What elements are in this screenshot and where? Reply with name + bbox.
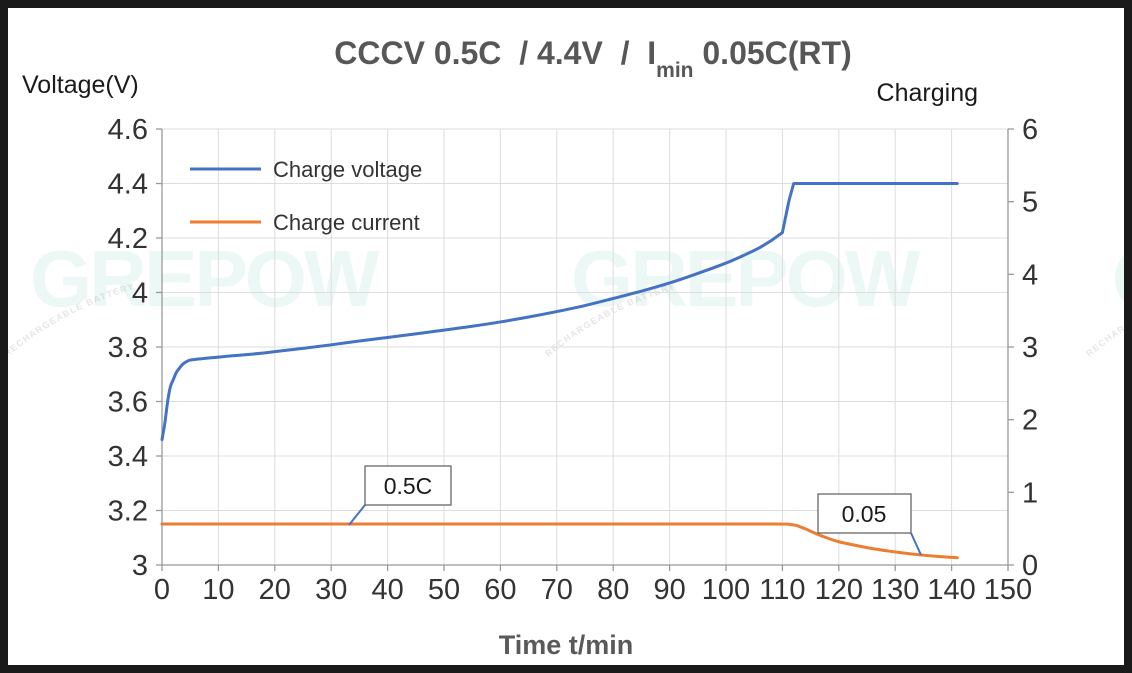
svg-text:Charge voltage: Charge voltage [273,157,422,182]
svg-text:150: 150 [984,574,1032,606]
svg-text:3.4: 3.4 [108,441,148,473]
svg-text:50: 50 [428,574,460,606]
svg-text:3: 3 [132,550,148,582]
svg-text:40: 40 [371,574,403,606]
svg-text:120: 120 [815,574,863,606]
svg-text:10: 10 [202,574,234,606]
svg-text:5: 5 [1022,187,1038,219]
svg-text:4: 4 [132,278,148,310]
svg-text:4.6: 4.6 [108,114,148,146]
svg-text:3.8: 3.8 [108,332,148,364]
svg-text:130: 130 [871,574,919,606]
svg-text:90: 90 [653,574,685,606]
svg-text:3.6: 3.6 [108,387,148,419]
svg-text:110: 110 [759,574,805,606]
svg-text:70: 70 [541,574,573,606]
svg-text:4: 4 [1022,259,1038,291]
svg-text:4.4: 4.4 [108,169,148,201]
svg-text:30: 30 [315,574,347,606]
svg-text:100: 100 [702,574,750,606]
svg-text:3.2: 3.2 [108,496,148,528]
svg-text:0.05: 0.05 [842,501,887,527]
svg-text:0.5C: 0.5C [384,473,433,499]
svg-text:60: 60 [484,574,516,606]
svg-text:80: 80 [597,574,629,606]
svg-text:Charge current: Charge current [273,210,420,235]
svg-text:1: 1 [1022,477,1038,509]
svg-text:2: 2 [1022,405,1038,437]
svg-text:6: 6 [1022,114,1038,146]
svg-text:4.2: 4.2 [108,223,148,255]
svg-text:0: 0 [154,574,170,606]
svg-text:3: 3 [1022,332,1038,364]
svg-text:20: 20 [259,574,291,606]
svg-text:140: 140 [927,574,975,606]
